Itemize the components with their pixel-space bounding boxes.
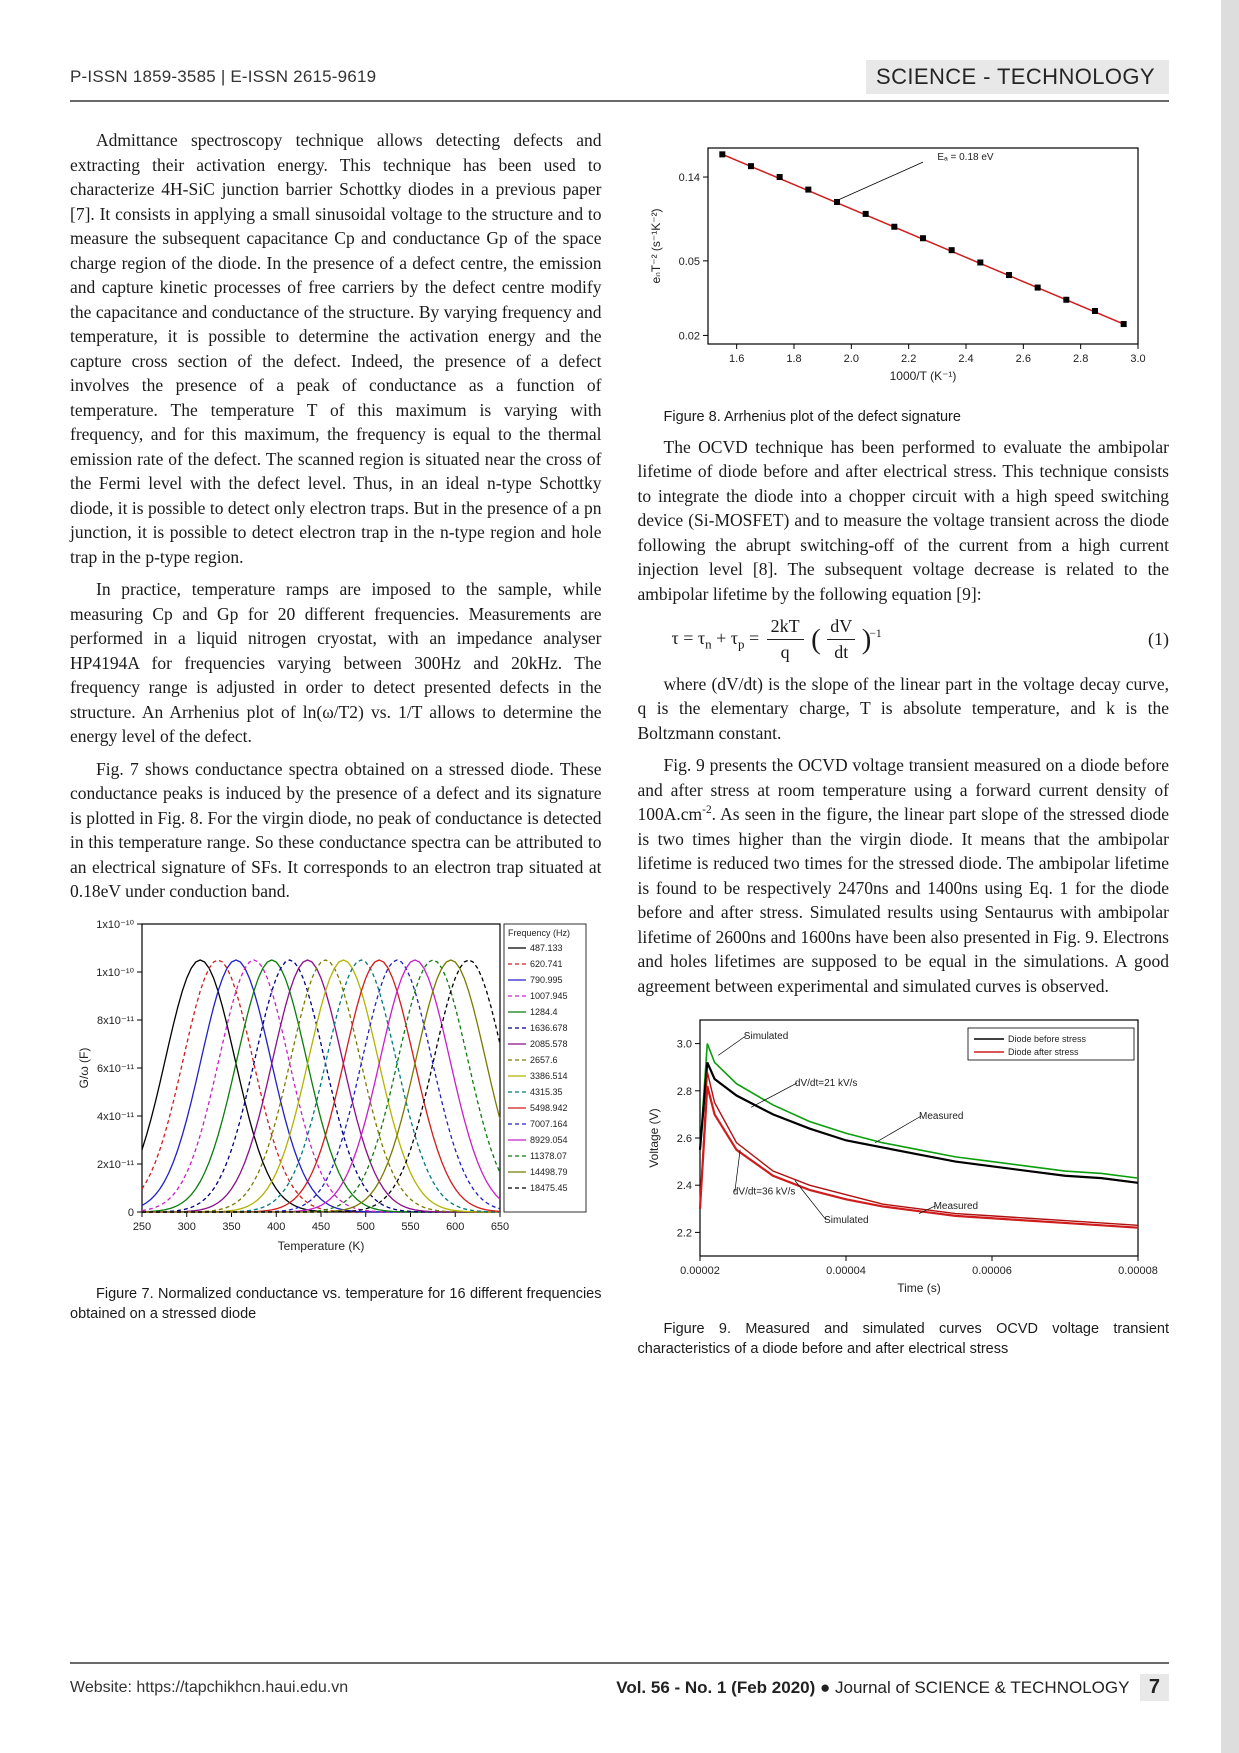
issn-text: P-ISSN 1859-3585 | E-ISSN 2615-9619 bbox=[70, 67, 376, 87]
svg-text:350: 350 bbox=[222, 1221, 240, 1233]
svg-text:400: 400 bbox=[267, 1221, 285, 1233]
footer-vol: Vol. 56 - No. 1 (Feb 2020) bbox=[616, 1678, 815, 1697]
left-column: Admittance spectroscopy technique allows… bbox=[70, 128, 602, 1367]
svg-text:790.995: 790.995 bbox=[530, 975, 563, 985]
svg-text:Frequency (Hz): Frequency (Hz) bbox=[508, 928, 570, 938]
section-title: SCIENCE - TECHNOLOGY bbox=[866, 60, 1169, 94]
svg-text:dV/dt=36 kV/s: dV/dt=36 kV/s bbox=[732, 1187, 795, 1198]
svg-text:0: 0 bbox=[128, 1207, 134, 1219]
svg-text:300: 300 bbox=[178, 1221, 196, 1233]
svg-text:0.00006: 0.00006 bbox=[972, 1265, 1012, 1277]
para-r3-exp: -2 bbox=[702, 804, 711, 816]
svg-text:Temperature (K): Temperature (K) bbox=[278, 1239, 365, 1253]
svg-text:Voltage (V): Voltage (V) bbox=[647, 1108, 661, 1167]
svg-text:0.00004: 0.00004 bbox=[826, 1265, 866, 1277]
svg-text:2.0: 2.0 bbox=[843, 353, 858, 365]
figure8-chart: 1.6 1.8 2.0 2.2 2.4 2.6 2.8 3.0 0.02 0.05 0.14 1000… bbox=[638, 134, 1170, 401]
svg-text:Eₐ = 0.18 eV: Eₐ = 0.18 eV bbox=[937, 152, 994, 163]
svg-text:G/ω (F): G/ω (F) bbox=[77, 1047, 91, 1088]
figure7-caption: Figure 7. Normalized conductance vs. tem… bbox=[70, 1284, 602, 1325]
svg-text:0.00002: 0.00002 bbox=[680, 1265, 720, 1277]
para-r1: The OCVD technique has been performed to… bbox=[638, 435, 1170, 607]
para-l3: Fig. 7 shows conductance spectra obtaine… bbox=[70, 757, 602, 904]
svg-text:11378.07: 11378.07 bbox=[530, 1151, 567, 1161]
page-container: P-ISSN 1859-3585 | E-ISSN 2615-9619 SCIE… bbox=[0, 0, 1239, 1753]
svg-text:0.02: 0.02 bbox=[678, 330, 699, 342]
page-number: 7 bbox=[1140, 1674, 1169, 1701]
svg-text:Simulated: Simulated bbox=[743, 1031, 787, 1042]
para-r3b: . As seen in the figure, the linear part… bbox=[638, 804, 1170, 996]
svg-text:3.0: 3.0 bbox=[676, 1039, 691, 1051]
svg-text:450: 450 bbox=[312, 1221, 330, 1233]
svg-text:650: 650 bbox=[491, 1221, 509, 1233]
svg-text:1007.945: 1007.945 bbox=[530, 991, 568, 1001]
svg-text:1x10⁻¹⁰: 1x10⁻¹⁰ bbox=[96, 967, 134, 979]
svg-text:4x10⁻¹¹: 4x10⁻¹¹ bbox=[97, 1111, 134, 1123]
svg-text:2.6: 2.6 bbox=[676, 1133, 691, 1145]
right-column: 1.6 1.8 2.0 2.2 2.4 2.6 2.8 3.0 0.02 0.05 0.14 1000… bbox=[638, 128, 1170, 1367]
svg-text:Diode after stress: Diode after stress bbox=[1008, 1047, 1079, 1057]
figure9-chart: 0.00002 0.00004 0.00006 0.00008 2.2 2.4 2.6 2.8… bbox=[638, 1006, 1170, 1313]
svg-text:eₙT⁻² (s⁻¹K⁻²): eₙT⁻² (s⁻¹K⁻²) bbox=[649, 208, 663, 283]
svg-text:Measured: Measured bbox=[919, 1111, 963, 1122]
svg-text:3.0: 3.0 bbox=[1130, 353, 1145, 365]
svg-text:2x10⁻¹¹: 2x10⁻¹¹ bbox=[97, 1159, 134, 1171]
svg-text:4315.35: 4315.35 bbox=[530, 1087, 563, 1097]
svg-text:550: 550 bbox=[401, 1221, 419, 1233]
svg-text:8929.054: 8929.054 bbox=[530, 1135, 568, 1145]
svg-text:620.741: 620.741 bbox=[530, 959, 563, 969]
svg-text:2085.578: 2085.578 bbox=[530, 1039, 568, 1049]
para-l1: Admittance spectroscopy technique allows… bbox=[70, 128, 602, 569]
svg-text:2.8: 2.8 bbox=[1073, 353, 1088, 365]
svg-text:2.2: 2.2 bbox=[901, 353, 916, 365]
body-columns: Admittance spectroscopy technique allows… bbox=[70, 128, 1169, 1367]
svg-text:2.2: 2.2 bbox=[676, 1228, 691, 1240]
figure7-chart: 250 300 350 400 450 500 550 600 650 0 2x10⁻¹¹ 4x10⁻… bbox=[70, 912, 602, 1279]
svg-text:487.133: 487.133 bbox=[530, 943, 563, 953]
figure9-caption: Figure 9. Measured and simulated curves … bbox=[638, 1319, 1170, 1360]
svg-text:2657.6: 2657.6 bbox=[530, 1055, 558, 1065]
svg-text:500: 500 bbox=[357, 1221, 375, 1233]
eq1-number: (1) bbox=[1148, 627, 1169, 652]
eq1-body: τ = τn + τp = 2kT q ( dV dt )−1 bbox=[672, 614, 882, 665]
svg-text:600: 600 bbox=[446, 1221, 464, 1233]
svg-text:250: 250 bbox=[133, 1221, 151, 1233]
para-l2: In practice, temperature ramps are impos… bbox=[70, 577, 602, 749]
svg-text:1000/T (K⁻¹): 1000/T (K⁻¹) bbox=[889, 369, 956, 383]
footer-citation: Vol. 56 - No. 1 (Feb 2020) ● Journal of … bbox=[616, 1674, 1169, 1701]
svg-text:18475.45: 18475.45 bbox=[530, 1183, 568, 1193]
svg-text:8x10⁻¹¹: 8x10⁻¹¹ bbox=[97, 1015, 134, 1027]
svg-text:1x10⁻¹⁰: 1x10⁻¹⁰ bbox=[96, 919, 134, 931]
svg-text:6x10⁻¹¹: 6x10⁻¹¹ bbox=[97, 1063, 134, 1075]
svg-text:Simulated: Simulated bbox=[824, 1215, 868, 1226]
footer-journal: ● Journal of SCIENCE & TECHNOLOGY bbox=[815, 1678, 1129, 1697]
svg-text:dV/dt=21 kV/s: dV/dt=21 kV/s bbox=[794, 1078, 857, 1089]
figure8-caption: Figure 8. Arrhenius plot of the defect s… bbox=[638, 407, 1170, 427]
svg-text:0.00008: 0.00008 bbox=[1118, 1265, 1158, 1277]
svg-text:0.05: 0.05 bbox=[678, 256, 699, 268]
svg-text:3386.514: 3386.514 bbox=[530, 1071, 568, 1081]
svg-text:1636.678: 1636.678 bbox=[530, 1023, 568, 1033]
footer-website: Website: https://tapchikhcn.haui.edu.vn bbox=[70, 1679, 348, 1697]
para-r2: where (dV/dt) is the slope of the linear… bbox=[638, 672, 1170, 746]
svg-text:1284.4: 1284.4 bbox=[530, 1007, 558, 1017]
svg-text:Time (s): Time (s) bbox=[897, 1281, 941, 1295]
svg-text:1.8: 1.8 bbox=[786, 353, 801, 365]
equation-1: τ = τn + τp = 2kT q ( dV dt )−1 (1) bbox=[672, 614, 1170, 665]
svg-text:2.4: 2.4 bbox=[958, 353, 973, 365]
svg-text:Diode before stress: Diode before stress bbox=[1008, 1034, 1087, 1044]
svg-text:1.6: 1.6 bbox=[729, 353, 744, 365]
svg-text:7007.164: 7007.164 bbox=[530, 1119, 568, 1129]
svg-text:2.8: 2.8 bbox=[676, 1086, 691, 1098]
footer: Website: https://tapchikhcn.haui.edu.vn … bbox=[70, 1662, 1169, 1701]
svg-text:0.14: 0.14 bbox=[678, 172, 699, 184]
svg-text:2.6: 2.6 bbox=[1015, 353, 1030, 365]
svg-text:14498.79: 14498.79 bbox=[530, 1167, 568, 1177]
svg-text:2.4: 2.4 bbox=[676, 1180, 691, 1192]
para-r3: Fig. 9 presents the OCVD voltage transie… bbox=[638, 753, 1170, 998]
header: P-ISSN 1859-3585 | E-ISSN 2615-9619 SCIE… bbox=[70, 60, 1169, 102]
svg-text:5498.942: 5498.942 bbox=[530, 1103, 568, 1113]
svg-text:Measured: Measured bbox=[933, 1201, 977, 1212]
